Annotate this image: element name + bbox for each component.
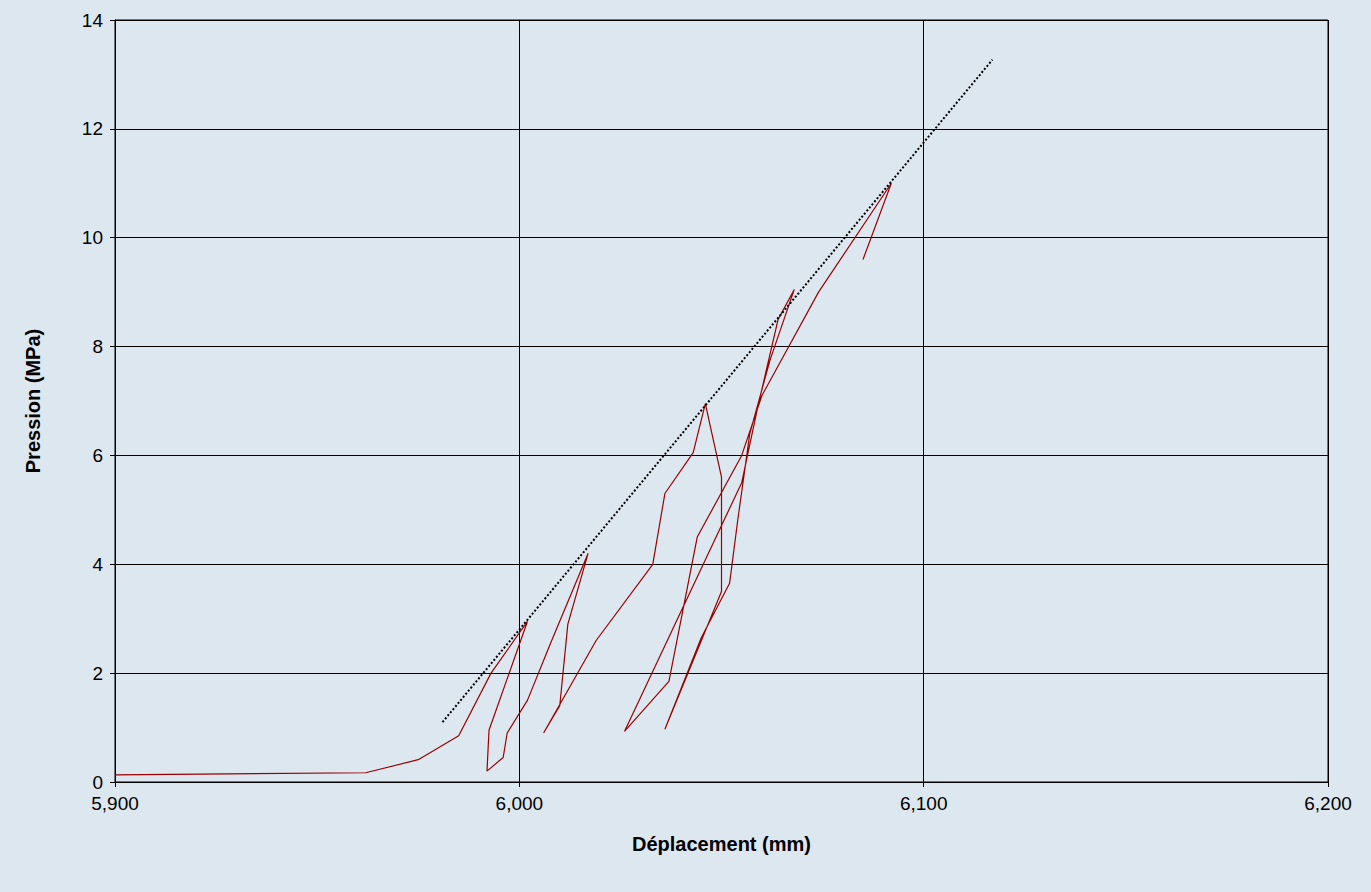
svg-text:5,900: 5,900: [91, 793, 139, 814]
svg-text:Pression (MPa): Pression (MPa): [22, 329, 44, 473]
svg-text:6,200: 6,200: [1304, 793, 1352, 814]
svg-text:Déplacement (mm): Déplacement (mm): [632, 833, 811, 855]
svg-text:0: 0: [92, 772, 103, 793]
svg-text:6,100: 6,100: [900, 793, 948, 814]
svg-text:6: 6: [92, 445, 103, 466]
svg-text:12: 12: [82, 118, 103, 139]
svg-text:10: 10: [82, 227, 103, 248]
svg-text:2: 2: [92, 663, 103, 684]
svg-text:8: 8: [92, 336, 103, 357]
svg-text:6,000: 6,000: [496, 793, 544, 814]
svg-text:14: 14: [82, 10, 104, 31]
svg-text:4: 4: [92, 554, 103, 575]
